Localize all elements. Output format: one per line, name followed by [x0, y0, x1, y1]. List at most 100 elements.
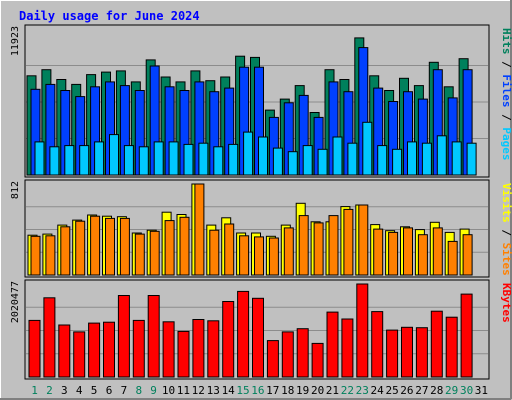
x-tick-label-22: 22 [341, 384, 354, 397]
bar-pages-day-28 [436, 135, 447, 176]
bar-pages-day-4 [79, 145, 90, 176]
legend-separator: / [500, 223, 512, 243]
bar-kbytes-day-8 [132, 319, 145, 378]
bar-kbytes-day-13 [207, 320, 220, 378]
bar-kbytes-day-18 [281, 331, 294, 378]
bar-pages-day-26 [407, 141, 417, 176]
bar-sites-day-23 [358, 204, 369, 276]
x-tick-label-17: 17 [266, 384, 279, 397]
bar-pages-day-2 [49, 146, 60, 176]
bar-kbytes-day-5 [88, 322, 101, 378]
bar-pages-day-10 [168, 141, 179, 176]
panel-legend: Visits / Sites [500, 183, 512, 276]
y-max-label: 11923 [10, 26, 21, 56]
legend-sites: Sites [500, 243, 512, 276]
legend-files: Files [500, 74, 512, 107]
bar-sites-day-24 [373, 228, 384, 276]
x-tick-label-6: 6 [106, 384, 113, 397]
bar-sites-day-13 [209, 229, 220, 276]
bar-sites-day-30 [462, 234, 473, 276]
x-tick-label-9: 9 [150, 384, 157, 397]
chart-panels: 11923 Hits / Files / Pages 812 Visits / Sit… [10, 24, 512, 380]
x-tick-label-2: 2 [46, 384, 53, 397]
bar-sites-day-6 [105, 217, 115, 276]
bar-kbytes-day-21 [326, 311, 339, 378]
x-tick-label-13: 13 [207, 384, 220, 397]
bar-kbytes-day-29 [445, 316, 458, 378]
bar-sites-day-29 [447, 240, 458, 276]
bar-sites-day-17 [268, 237, 279, 276]
bar-kbytes-day-2 [43, 297, 56, 378]
panel-2: 812 Visits / Sites [10, 179, 512, 278]
bar-kbytes-day-28 [430, 310, 443, 378]
bar-pages-day-3 [64, 145, 75, 176]
bar-kbytes-day-3 [58, 324, 71, 378]
x-tick-label-14: 14 [222, 384, 236, 397]
bar-sites-day-19 [298, 215, 309, 276]
bar-kbytes-day-20 [311, 342, 324, 378]
bar-sites-day-11 [179, 216, 190, 276]
x-tick-label-3: 3 [61, 384, 68, 397]
bar-pages-day-30 [466, 142, 477, 176]
x-tick-label-29: 29 [445, 384, 458, 397]
bar-kbytes-day-14 [222, 301, 235, 378]
x-tick-label-25: 25 [385, 384, 398, 397]
bar-sites-day-26 [403, 227, 413, 276]
bar-kbytes-day-1 [28, 319, 41, 378]
bar-pages-day-17 [272, 147, 283, 176]
x-tick-label-15: 15 [236, 384, 249, 397]
x-tick-label-20: 20 [311, 384, 324, 397]
bar-sites-day-25 [388, 231, 399, 276]
bar-sites-day-21 [328, 215, 339, 276]
bar-sites-day-3 [60, 226, 71, 276]
legend-pages: Pages [500, 127, 512, 160]
bar-kbytes-day-27 [415, 327, 428, 378]
bar-pages-day-22 [347, 142, 358, 176]
bar-sites-day-28 [432, 227, 443, 276]
bar-pages-day-20 [317, 148, 328, 176]
x-tick-label-31: 31 [475, 384, 488, 397]
bar-sites-day-5 [90, 215, 101, 276]
bar-pages-day-21 [332, 136, 343, 176]
bar-kbytes-day-30 [460, 293, 473, 378]
bar-sites-day-16 [254, 236, 264, 276]
panel-legend: Hits / Files / Pages [500, 28, 512, 161]
bar-pages-day-15 [243, 131, 254, 176]
bar-sites-day-22 [343, 208, 354, 276]
legend-separator: / [500, 108, 512, 128]
bar-kbytes-day-9 [147, 295, 160, 378]
bar-sites-day-10 [164, 220, 175, 276]
x-tick-label-24: 24 [370, 384, 384, 397]
bar-sites-day-2 [45, 235, 56, 276]
bar-pages-day-7 [123, 145, 134, 176]
panel-legend: KBytes [500, 283, 512, 323]
bar-sites-day-9 [149, 230, 160, 276]
bar-sites-day-15 [239, 235, 250, 276]
bar-sites-day-14 [224, 223, 235, 276]
bar-pages-day-12 [198, 142, 209, 176]
bar-kbytes-day-23 [356, 283, 369, 378]
legend-text: Hits / Files / Pages [500, 28, 512, 161]
bar-kbytes-day-17 [266, 340, 279, 378]
panel-1: 11923 Hits / Files / Pages [10, 24, 512, 178]
bar-kbytes-day-16 [252, 297, 264, 378]
bar-sites-day-8 [134, 233, 145, 276]
x-tick-label-10: 10 [162, 384, 175, 397]
x-tick-label-12: 12 [192, 384, 205, 397]
x-tick-label-7: 7 [121, 384, 128, 397]
bar-kbytes-day-11 [177, 330, 190, 378]
bar-kbytes-day-10 [162, 321, 175, 378]
bar-pages-day-13 [213, 146, 224, 176]
bar-kbytes-day-15 [237, 290, 250, 378]
x-tick-label-8: 8 [135, 384, 142, 397]
bar-sites-day-18 [283, 227, 294, 276]
bar-pages-day-1 [34, 141, 45, 176]
bar-sites-day-20 [313, 222, 324, 276]
legend-kbytes: KBytes [500, 283, 512, 323]
bar-kbytes-day-7 [117, 295, 130, 378]
bar-pages-day-16 [258, 136, 268, 176]
x-tick-label-23: 23 [356, 384, 369, 397]
x-tick-label-1: 1 [31, 384, 38, 397]
bar-pages-day-8 [138, 146, 149, 176]
